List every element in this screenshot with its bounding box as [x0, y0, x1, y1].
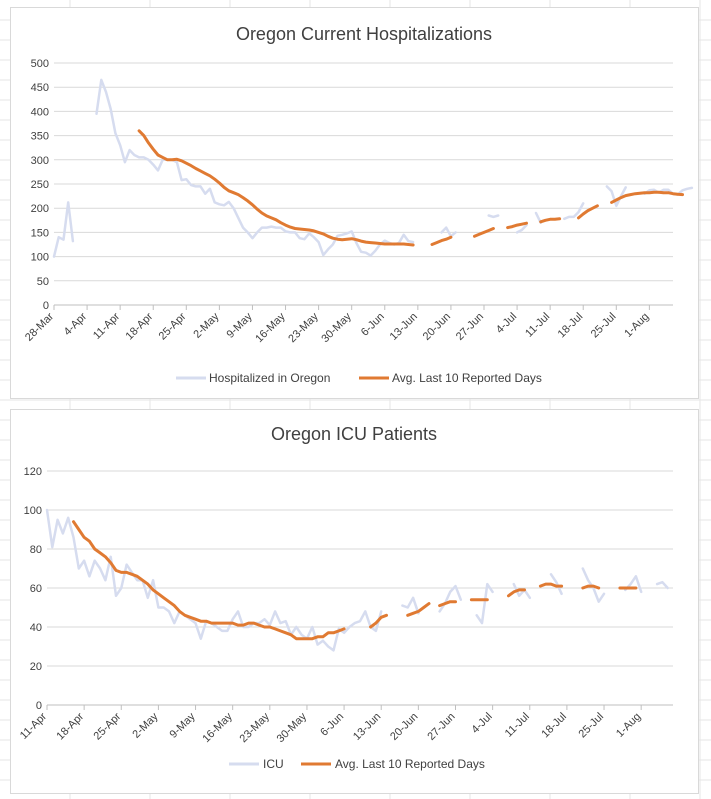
x-tick-label: 18-Jul — [539, 711, 569, 741]
series-line-raw — [45, 508, 383, 652]
y-tick-label: 350 — [31, 131, 49, 143]
series-line-raw — [643, 186, 694, 196]
x-tick-label: 16-May — [253, 310, 288, 345]
x-tick-label: 27-Jun — [425, 711, 457, 743]
x-tick-label: 20-Jun — [388, 711, 420, 743]
series-line-raw — [401, 596, 420, 615]
series-line-avg — [430, 235, 453, 246]
icu-chart-canvas: Oregon ICU Patients 0 20 40 60 80 100 120 11-Ap… — [18, 424, 673, 771]
x-tick-label: 11-Apr — [18, 710, 49, 741]
series-line-raw — [581, 567, 606, 603]
series-line-avg — [369, 613, 388, 629]
x-tick-label: 4-Apr — [62, 310, 90, 338]
x-tick-label: 18-Jul — [556, 311, 586, 341]
y-tick-label: 60 — [30, 583, 42, 595]
series-line-avg — [610, 190, 684, 204]
series-line-avg — [473, 227, 495, 238]
legend-label-avg: Avg. Last 10 Reported Days — [392, 371, 542, 385]
series-line-raw — [438, 584, 463, 613]
y-tick-label: 100 — [31, 252, 49, 264]
x-tick-label: 6-Jun — [359, 311, 387, 339]
legend-label-raw: ICU — [263, 757, 284, 771]
x-tick-label: 25-Jul — [576, 711, 606, 741]
x-tick-label: 16-May — [200, 710, 235, 745]
x-tick-label: 6-Jun — [318, 711, 346, 739]
y-tick-label: 450 — [31, 82, 49, 94]
y-tick-label: 100 — [24, 505, 42, 517]
x-tick-label: 25-Apr — [92, 710, 124, 742]
x-tick-label: 13-Jun — [388, 311, 420, 343]
series-line-avg — [538, 582, 564, 588]
y-tick-label: 500 — [31, 58, 49, 70]
x-tick-label: 30-May — [319, 310, 354, 345]
hospitalizations-chart[interactable]: Oregon Current Hospitalizations 0 50 100 15… — [10, 7, 699, 399]
series-line-avg — [406, 602, 431, 617]
x-tick-label: 23-May — [238, 710, 273, 745]
y-tick-label: 0 — [36, 700, 42, 712]
series-line-raw — [440, 226, 457, 238]
series-line-raw — [487, 214, 500, 219]
x-tick-label: 9-May — [224, 310, 254, 340]
x-tick-label: 4-Jul — [469, 711, 494, 736]
series-line-avg — [507, 588, 526, 598]
series-line-raw — [655, 580, 669, 590]
x-tick-label: 2-May — [130, 710, 160, 740]
y-tick-label: 80 — [30, 544, 42, 556]
series-line-raw — [605, 185, 627, 208]
y-tick-label: 50 — [37, 276, 49, 288]
y-tick-label: 120 — [24, 466, 42, 478]
chart-title: Oregon Current Hospitalizations — [236, 24, 492, 44]
y-tick-label: 250 — [31, 179, 49, 191]
y-tick-label: 200 — [31, 203, 49, 215]
y-tick-label: 20 — [30, 661, 42, 673]
y-tick-label: 300 — [31, 155, 49, 167]
x-tick-label: 13-Jun — [351, 711, 383, 743]
series-line-raw — [549, 573, 563, 596]
series-line-raw — [95, 78, 415, 257]
legend-label-raw: Hospitalized in Oregon — [209, 371, 330, 385]
series-line-raw — [475, 582, 494, 625]
series-line-raw — [624, 575, 643, 594]
chart-title: Oregon ICU Patients — [271, 424, 437, 444]
hospitalizations-chart-canvas: Oregon Current Hospitalizations 0 50 100 15… — [23, 24, 694, 385]
series-line-avg — [539, 217, 562, 224]
series-line-raw — [563, 202, 585, 221]
y-tick-label: 150 — [31, 227, 49, 239]
series-line-raw — [52, 201, 75, 258]
x-tick-label: 1-Aug — [614, 711, 643, 740]
series-line-avg — [577, 204, 599, 220]
x-tick-label: 25-Apr — [157, 310, 189, 342]
x-tick-label: 2-May — [191, 310, 221, 340]
x-tick-label: 1-Aug — [622, 311, 651, 340]
icu-chart[interactable]: Oregon ICU Patients 0 20 40 60 80 100 120 11-Ap… — [10, 409, 699, 794]
x-tick-label: 20-Jun — [421, 311, 453, 343]
legend: Hospitalized in Oregon Avg. Last 10 Repo… — [176, 371, 542, 385]
y-tick-label: 0 — [43, 300, 49, 312]
legend: ICU Avg. Last 10 Reported Days — [229, 757, 485, 771]
plot-area: 0 20 40 60 80 100 120 11-Apr 18-Apr 25-Apr 2-May 9-… — [18, 466, 673, 745]
y-tick-label: 400 — [31, 106, 49, 118]
x-tick-label: 27-Jun — [454, 311, 486, 343]
x-tick-label: 30-May — [275, 710, 310, 745]
series-line-avg — [506, 221, 528, 230]
series-line-raw — [515, 223, 528, 234]
x-tick-label: 11-Jul — [523, 311, 552, 340]
x-tick-label: 25-Jul — [589, 311, 619, 341]
series-line-avg — [137, 129, 415, 247]
x-tick-label: 23-May — [286, 310, 321, 345]
x-tick-label: 28-Mar — [23, 310, 56, 343]
plot-area: 0 50 100 150 200 250 300 350 400 450 500 28-Mar 4-Ap… — [23, 58, 694, 345]
x-tick-label: 18-Apr — [124, 310, 156, 342]
x-tick-label: 11-Jul — [503, 711, 532, 740]
series-line-avg — [72, 520, 346, 641]
y-tick-label: 40 — [30, 622, 42, 634]
x-tick-label: 18-Apr — [54, 710, 86, 742]
series-line-avg — [438, 600, 457, 608]
series-line-avg — [581, 584, 601, 590]
legend-label-avg: Avg. Last 10 Reported Days — [335, 757, 485, 771]
x-tick-label: 9-May — [168, 710, 198, 740]
x-tick-label: 11-Apr — [91, 310, 122, 341]
x-tick-label: 4-Jul — [494, 311, 519, 336]
